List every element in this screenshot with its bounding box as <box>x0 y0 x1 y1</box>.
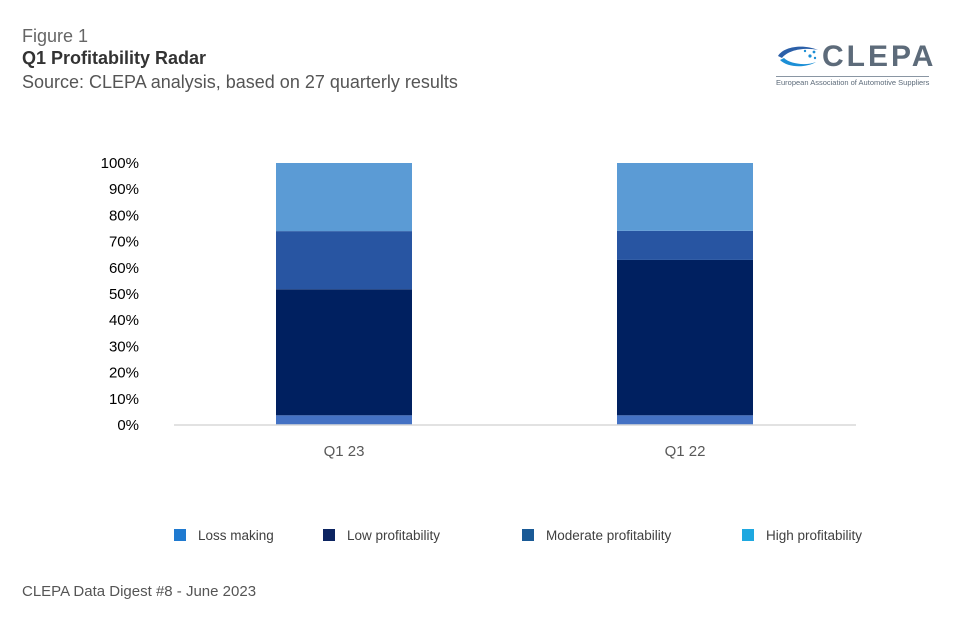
stacked-bar-chart: 0%10%20%30%40%50%60%70%80%90%100% Q1 23 Q… <box>101 155 856 460</box>
legend: Loss making Low profitability Moderate pro… <box>0 526 960 546</box>
y-tick-label: 30% <box>109 338 139 355</box>
y-tick-label: 10% <box>109 391 139 408</box>
bar-segment <box>617 163 753 231</box>
y-tick-label: 0% <box>117 417 139 434</box>
bar-segment <box>276 231 412 290</box>
y-tick-label: 40% <box>109 312 139 329</box>
y-tick-label: 70% <box>109 234 139 251</box>
bar-segment <box>617 259 753 416</box>
legend-swatch <box>742 529 754 541</box>
y-tick-label: 100% <box>101 155 139 172</box>
x-category-label: Q1 23 <box>324 443 365 460</box>
bar-segment <box>276 163 412 232</box>
legend-label: Low profitability <box>347 527 441 543</box>
footer-text: CLEPA Data Digest #8 - June 2023 <box>22 583 257 600</box>
clepa-tagline: European Association of Automotive Suppl… <box>776 76 930 87</box>
bar-segment <box>617 415 753 425</box>
legend-label: Loss making <box>198 527 274 543</box>
legend-swatch <box>174 529 186 541</box>
legend-item: Low profitability <box>323 526 440 544</box>
bars <box>276 163 753 425</box>
figure-label: Figure 1 <box>22 26 89 46</box>
y-tick-label: 60% <box>109 260 139 277</box>
legend-swatch <box>522 529 534 541</box>
legend-item: Loss making <box>174 526 274 544</box>
clepa-logo-mark <box>778 46 818 67</box>
y-tick-label: 50% <box>109 286 139 303</box>
bar-segment <box>276 415 412 425</box>
bar-segment <box>276 289 412 416</box>
y-tick-label: 20% <box>109 365 139 382</box>
bar-segment <box>617 230 753 260</box>
clepa-wordmark: CLEPA <box>822 40 937 73</box>
legend-label: Moderate profitability <box>546 527 672 543</box>
legend-item: High profitability <box>742 526 862 544</box>
legend-label: High profitability <box>766 527 863 543</box>
x-category-label: Q1 22 <box>665 443 706 460</box>
chart-title: Q1 Profitability Radar <box>22 48 207 68</box>
y-tick-label: 80% <box>109 207 139 224</box>
legend-item: Moderate profitability <box>522 526 671 544</box>
x-axis-category-labels: Q1 23 Q1 22 <box>324 443 706 460</box>
y-axis-ticks: 0% 10% 20% 30% 40% 50% 60% 70% 80% 90% 100% <box>101 155 139 434</box>
y-tick-label: 90% <box>109 181 139 198</box>
clepa-logo: CLEPA European Association of Automotive… <box>774 40 942 87</box>
chart-source: Source: CLEPA analysis, based on 27 quar… <box>22 72 458 92</box>
legend-swatch <box>323 529 335 541</box>
